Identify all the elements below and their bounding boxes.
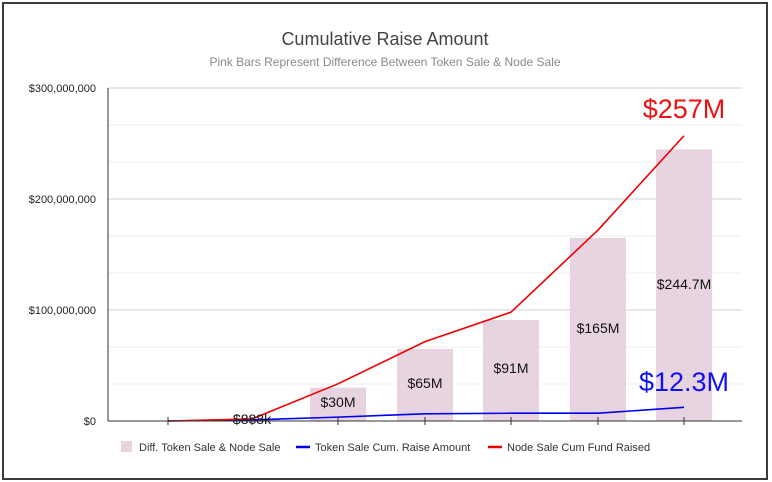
bar-data-label: $30M: [320, 394, 355, 410]
y-tick-label: $100,000,000: [29, 305, 96, 317]
y-axis-ticks: $0 $100,000,000 $200,000,000 $300,000,000: [29, 83, 109, 428]
bar: [570, 237, 626, 421]
bar: [397, 348, 453, 421]
annotation-token-sale-total: $12.3M: [639, 367, 729, 397]
legend: Diff. Token Sale & Node Sale Token Sale C…: [121, 441, 650, 454]
legend-label-node-sale: Node Sale Cum Fund Raised: [507, 442, 650, 454]
y-tick-label: $0: [84, 416, 96, 428]
annotations: $257M $12.3M: [639, 94, 729, 397]
chart-subtitle: Pink Bars Represent Difference Between T…: [209, 55, 560, 69]
bar: [483, 319, 539, 421]
x-axis: [108, 417, 742, 425]
gridlines: [108, 87, 742, 385]
legend-swatch-diff: [121, 441, 132, 452]
legend-label-diff: Diff. Token Sale & Node Sale: [139, 442, 280, 454]
legend-label-token-sale: Token Sale Cum. Raise Amount: [315, 442, 470, 454]
bars: [224, 149, 712, 421]
y-tick-label: $200,000,000: [29, 194, 96, 206]
chart-title: Cumulative Raise Amount: [281, 29, 488, 49]
bar-data-label: $165M: [577, 320, 620, 336]
bar: [310, 387, 366, 421]
bar-labels: $888k$30M$65M$91M$165M$244.7M: [233, 276, 711, 427]
bar: [656, 149, 712, 421]
annotation-node-sale-total: $257M: [643, 94, 726, 124]
bar-data-label: $65M: [407, 375, 442, 391]
bar-data-label: $244.7M: [657, 276, 711, 292]
bar-data-label: $91M: [493, 360, 528, 376]
y-tick-label: $300,000,000: [29, 83, 96, 95]
